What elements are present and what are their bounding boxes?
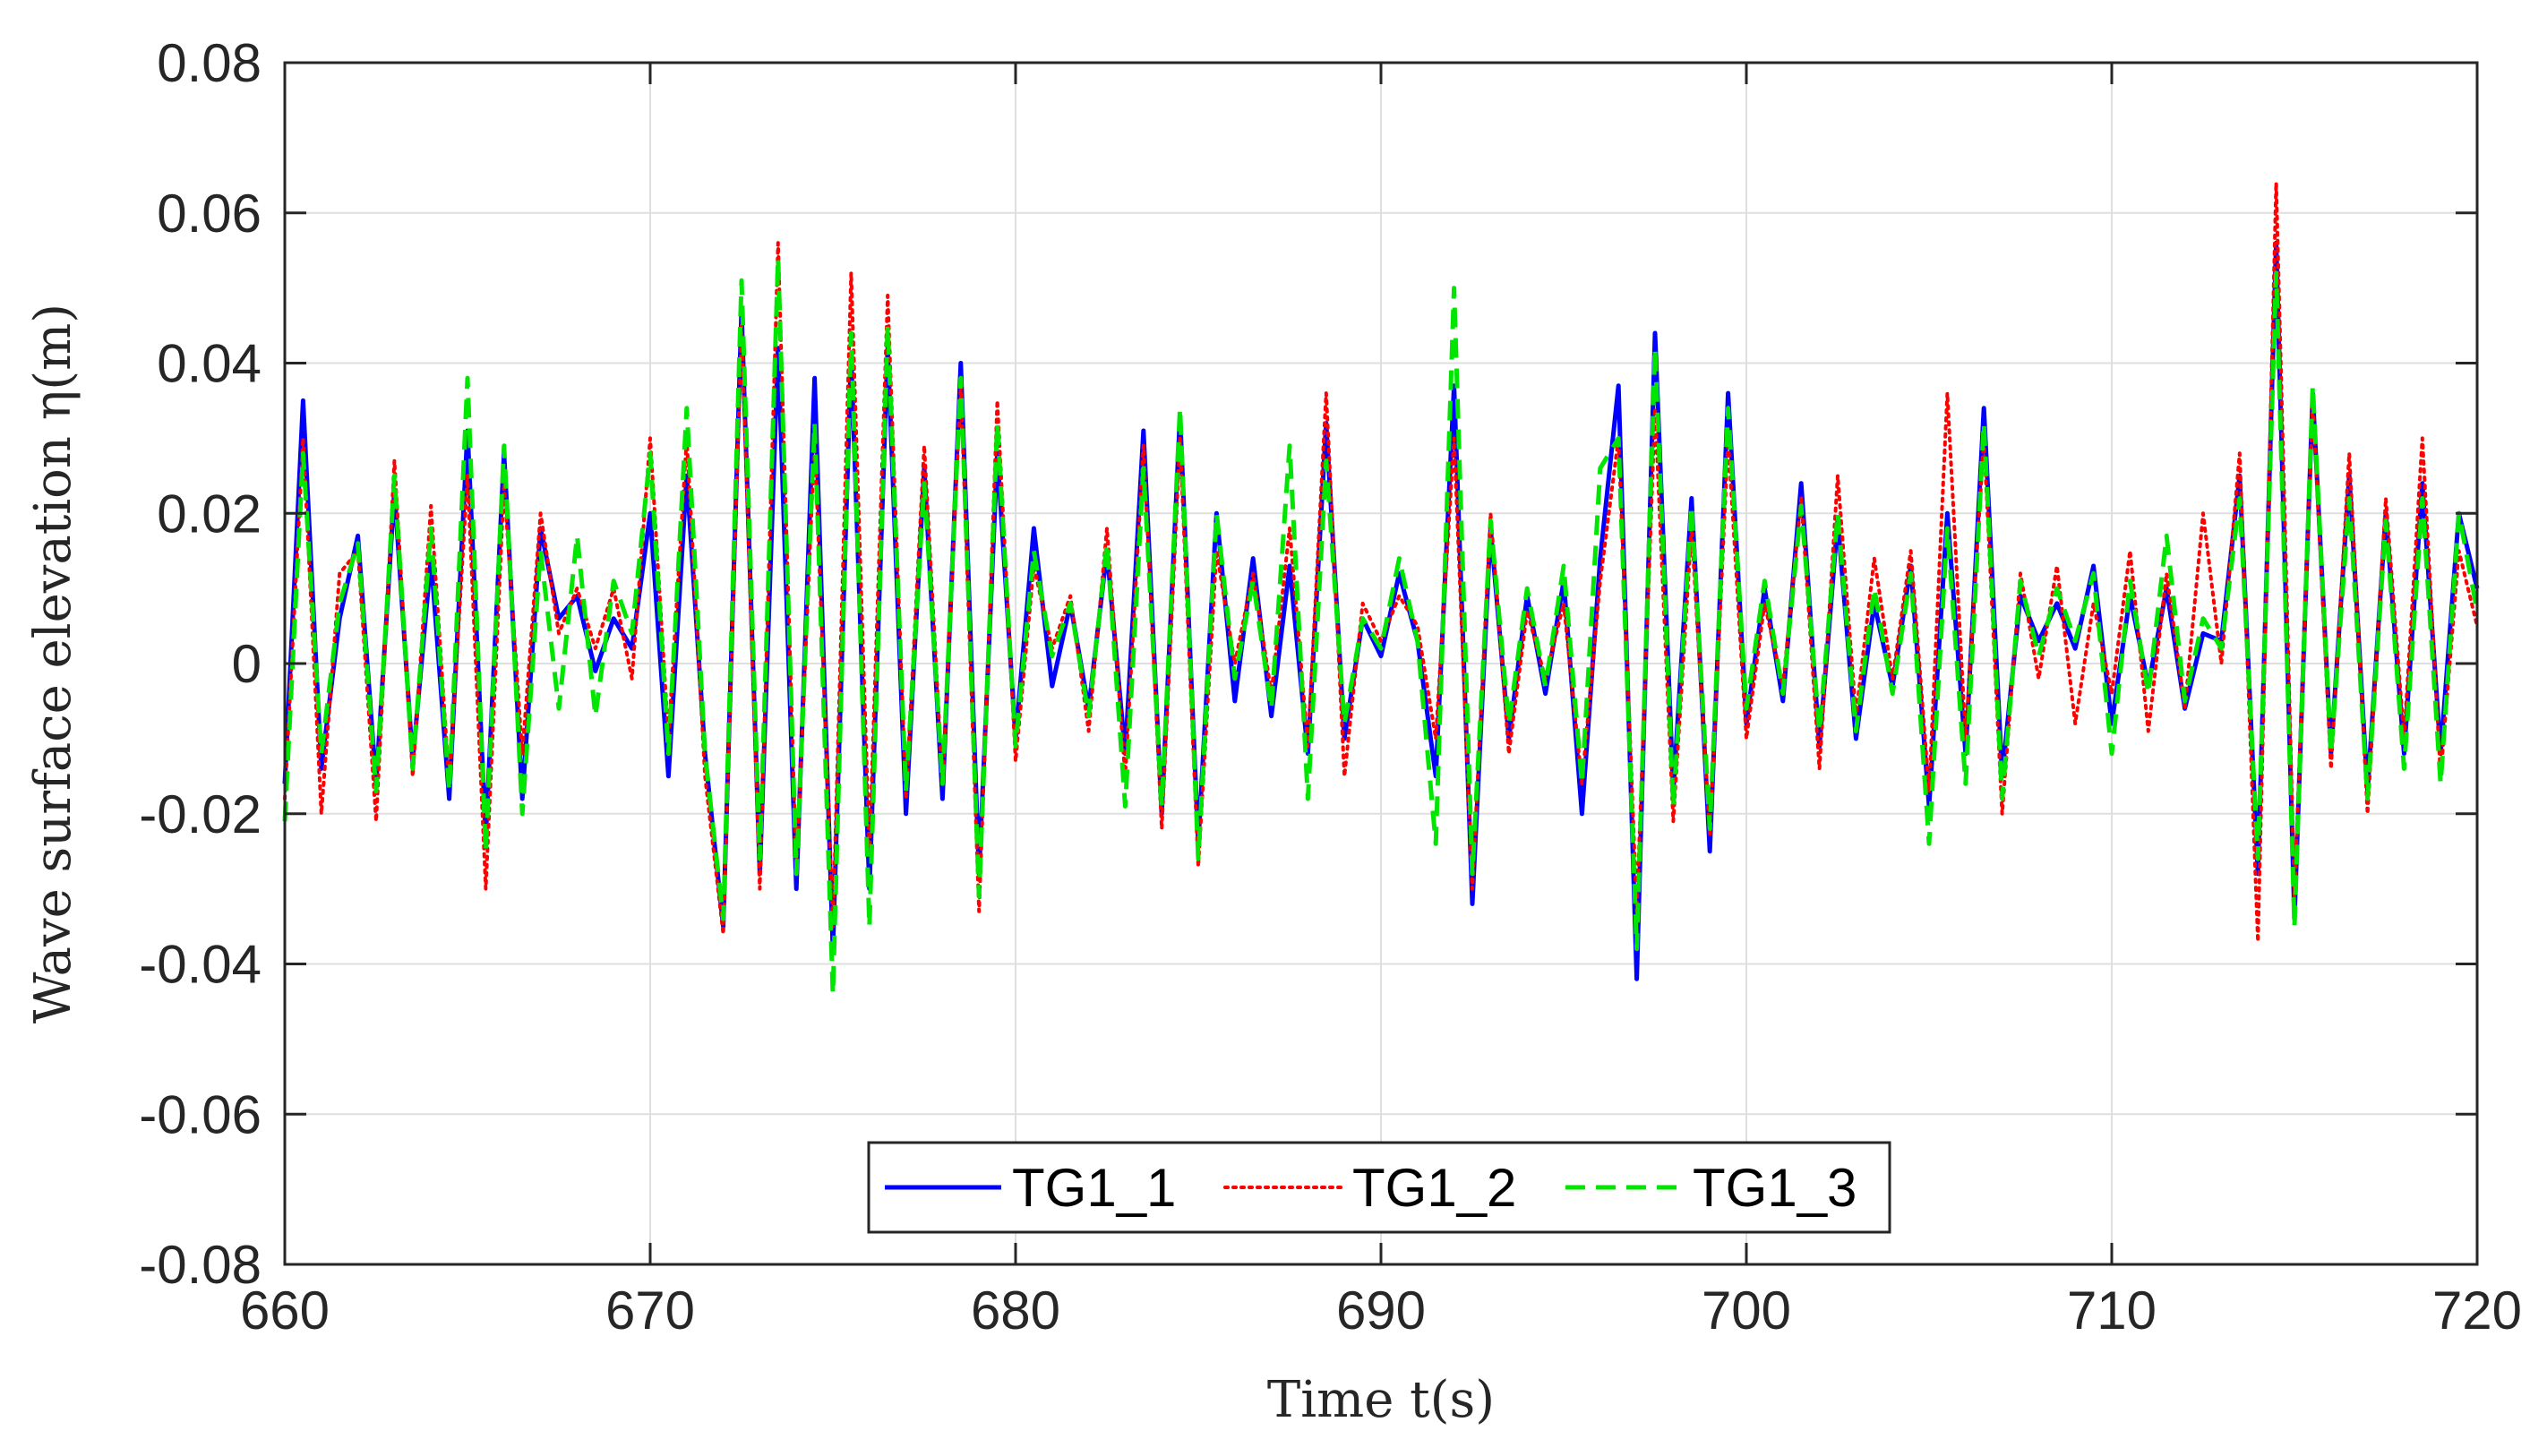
series-line-tg1-2 — [283, 181, 2479, 944]
x-tick-label: 680 — [971, 1280, 1060, 1340]
series-line-tg1-1 — [282, 240, 2480, 981]
y-tick-label: -0.06 — [139, 1084, 262, 1144]
x-tick-label: 660 — [240, 1280, 330, 1340]
legend-label-tg1-3: TG1_3 — [1693, 1158, 1857, 1218]
legend-box — [867, 1141, 1891, 1234]
y-tick-label: 0.08 — [157, 33, 262, 93]
legend-label-tg1-2: TG1_2 — [1352, 1158, 1516, 1218]
x-tick-label: 690 — [1336, 1280, 1426, 1340]
y-tick-label: -0.02 — [139, 784, 262, 844]
y-axis-label: Wave surface elevation η(m) — [24, 304, 82, 1023]
y-tick-label: 0.04 — [157, 334, 262, 394]
legend-label-tg1-1: TG1_1 — [1012, 1158, 1176, 1218]
x-axis-label: Time t(s) — [1267, 1371, 1495, 1429]
y-tick-label: -0.08 — [139, 1235, 262, 1295]
y-tick-label: 0 — [232, 634, 262, 694]
x-tick-label: 700 — [1702, 1280, 1791, 1340]
legend: TG1_1 TG1_2 TG1_3 — [867, 1141, 1891, 1234]
series-line-tg1-3 — [282, 255, 2480, 997]
series-layer — [282, 181, 2480, 997]
y-tick-label: 0.06 — [157, 184, 262, 244]
y-tick-label: -0.04 — [139, 935, 262, 995]
x-tick-label: 720 — [2432, 1280, 2522, 1340]
y-tick-label: 0.02 — [157, 484, 262, 544]
tick-labels: 660 670 680 690 700 710 720 -0.08 -0.06 -0.04 -0.0… — [139, 33, 2522, 1340]
x-tick-label: 670 — [605, 1280, 695, 1340]
x-tick-label: 710 — [2067, 1280, 2157, 1340]
tick-marks — [283, 61, 2479, 1266]
